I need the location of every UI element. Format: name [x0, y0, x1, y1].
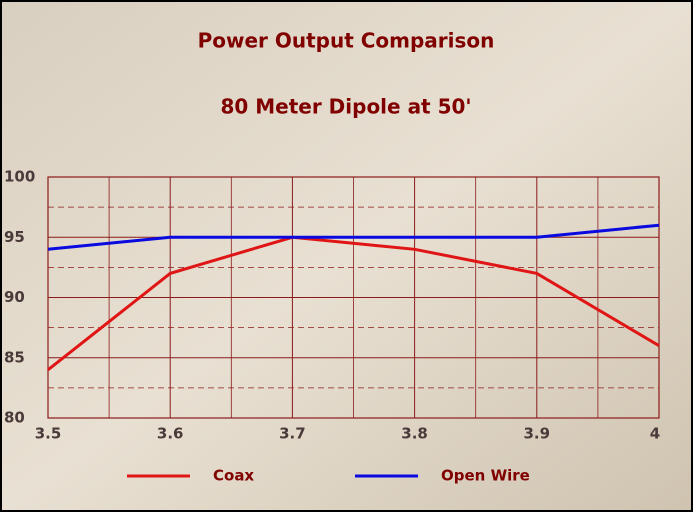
chart: Power Output Comparison 80 Meter Dipole … [0, 0, 693, 512]
x-tick-label: 3.8 [401, 425, 428, 443]
legend-label: Open Wire [441, 467, 530, 485]
x-tick-label: 3.6 [157, 425, 184, 443]
x-tick-label: 4 [650, 425, 660, 443]
x-tick-label: 3.9 [524, 425, 551, 443]
x-tick-label: 3.5 [35, 425, 62, 443]
background [1, 1, 692, 511]
y-tick-label: 85 [4, 348, 25, 366]
legend-label: Coax [213, 467, 254, 485]
y-tick-label: 90 [4, 288, 25, 306]
y-tick-label: 100 [4, 168, 35, 186]
y-tick-label: 95 [4, 228, 25, 246]
chart-subtitle: 80 Meter Dipole at 50' [220, 95, 471, 119]
chart-title: Power Output Comparison [198, 29, 495, 53]
y-tick-label: 80 [4, 409, 25, 427]
x-tick-label: 3.7 [279, 425, 306, 443]
